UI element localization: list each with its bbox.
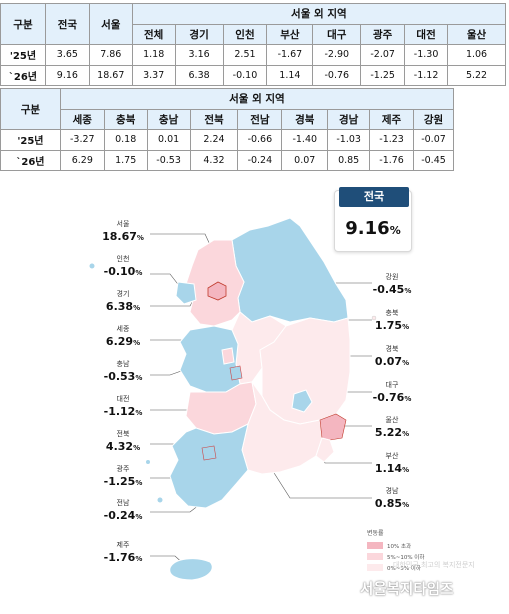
national-badge-title: 전국 xyxy=(339,187,409,207)
region-label: 충북 1.75% xyxy=(374,309,410,332)
header-sub: 울산 xyxy=(447,23,506,45)
cell: -1.76 xyxy=(369,149,415,171)
region-label: 제주 -1.76% xyxy=(103,541,143,564)
cell: -0.53 xyxy=(146,149,191,171)
legend-title: 변동률 xyxy=(367,530,384,537)
national-rate-badge: 전국 9.16% xyxy=(334,187,412,252)
region-jeonnam xyxy=(169,423,249,509)
cell: 0.85 xyxy=(327,149,371,171)
region-label: 울산 5.22% xyxy=(374,416,410,439)
header-sub: 부산 xyxy=(266,23,314,45)
cell: 5.22 xyxy=(447,64,506,86)
region-gangwon xyxy=(231,217,349,323)
header-gubun: 구분 xyxy=(0,3,46,45)
region-sejong xyxy=(221,347,235,365)
region-busan xyxy=(315,437,335,463)
header-sub: 세종 xyxy=(59,108,105,130)
legend-item: 5%~10% 이하 xyxy=(367,551,437,562)
island-shape xyxy=(146,460,150,464)
region-daegu xyxy=(291,389,313,413)
legend-swatch xyxy=(367,553,383,560)
region-label: 경북 0.07% xyxy=(374,345,410,368)
cell: 3.37 xyxy=(131,64,176,86)
region-label: 서울 18.67% xyxy=(102,220,144,243)
header-sub: 전남 xyxy=(237,108,283,130)
region-label: 강원 -0.45% xyxy=(372,273,412,296)
header-sub: 경기 xyxy=(174,23,224,45)
cell: -0.45 xyxy=(413,149,454,171)
header-sub: 전북 xyxy=(189,108,239,130)
header-outside-seoul: 서울 외 지역 xyxy=(131,3,507,25)
header-sub: 충북 xyxy=(103,108,148,130)
cell: 18.67 xyxy=(88,64,133,86)
legend-item: 0%~5% 이하 xyxy=(367,562,437,573)
national-badge-value: 9.16% xyxy=(345,218,401,239)
rate-table-1: 구분 전국 서울 서울 외 지역 전체 경기 인천 부산 대구 광주 대전 울산… xyxy=(0,3,507,86)
island-shape xyxy=(371,315,377,321)
region-jeju xyxy=(169,558,213,581)
region-label: 인천 -0.10% xyxy=(103,255,143,278)
table-row: `26년 6.29 1.75 -0.53 4.32 -0.24 0.07 0.8… xyxy=(0,149,454,171)
rate-table-2: 구분 서울 외 지역 세종 충북 충남 전북 전남 경북 경남 제주 강원 '2… xyxy=(0,88,455,171)
header-sub: 경북 xyxy=(281,108,329,130)
region-label: 광주 -1.25% xyxy=(103,465,143,488)
region-label: 부산 1.14% xyxy=(374,452,410,475)
cell: -0.76 xyxy=(312,64,362,86)
legend-swatch xyxy=(367,542,383,549)
region-label: 충남 -0.53% xyxy=(103,360,143,383)
header-sub: 제주 xyxy=(369,108,415,130)
watermark-subtitle: 대한민국 최고의 복지전문지 xyxy=(393,561,475,569)
header-seoul: 서울 xyxy=(88,3,133,45)
region-label: 세종 6.29% xyxy=(105,325,141,348)
region-label: 대구 -0.76% xyxy=(372,381,412,404)
watermark-logo-text: 서울복지타임즈 xyxy=(360,582,454,598)
header-outside-seoul: 서울 외 지역 xyxy=(59,88,455,110)
region-label: 경남 0.85% xyxy=(374,487,410,510)
island-shape xyxy=(89,263,95,269)
region-label: 전남 -0.24% xyxy=(103,499,143,522)
island-shape xyxy=(157,497,163,503)
cell: 0.07 xyxy=(281,149,329,171)
region-daejeon xyxy=(229,365,243,381)
row-year: `26년 xyxy=(0,64,46,86)
cell: -0.24 xyxy=(237,149,283,171)
region-seoul xyxy=(207,281,227,301)
cell: 6.29 xyxy=(59,149,105,171)
table-row: `26년 9.16 18.67 3.37 6.38 -0.10 1.14 -0.… xyxy=(0,64,506,86)
header-gubun: 구분 xyxy=(0,88,61,130)
legend-swatch xyxy=(367,564,383,571)
header-sub: 대전 xyxy=(404,23,449,45)
region-label: 경기 6.38% xyxy=(105,290,141,313)
header-sub: 인천 xyxy=(222,23,268,45)
legend-item: 10% 초과 xyxy=(367,540,437,551)
row-year: `26년 xyxy=(0,149,61,171)
cell: 1.14 xyxy=(266,64,314,86)
header-sub: 광주 xyxy=(360,23,406,45)
region-label: 전북 4.32% xyxy=(105,430,141,453)
region-gwangju xyxy=(201,445,217,461)
header-sub: 충남 xyxy=(146,108,191,130)
header-sub: 전체 xyxy=(131,23,176,45)
region-incheon xyxy=(175,281,197,305)
map-legend: 변동률 10% 초과 5%~10% 이하 0%~5% 이하 xyxy=(367,528,437,573)
region-label: 대전 -1.12% xyxy=(103,395,143,418)
